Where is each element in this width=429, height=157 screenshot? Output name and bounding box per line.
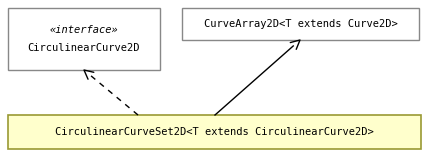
Text: CirculinearCurve2D: CirculinearCurve2D (28, 43, 140, 53)
Text: «interface»: «interface» (50, 25, 118, 35)
Bar (8, 115, 421, 149)
Bar (8, 8, 160, 70)
Bar (182, 8, 419, 40)
Text: CirculinearCurveSet2D<T extends CirculinearCurve2D>: CirculinearCurveSet2D<T extends Circulin… (55, 127, 374, 137)
Text: CurveArray2D<T extends Curve2D>: CurveArray2D<T extends Curve2D> (204, 19, 397, 29)
